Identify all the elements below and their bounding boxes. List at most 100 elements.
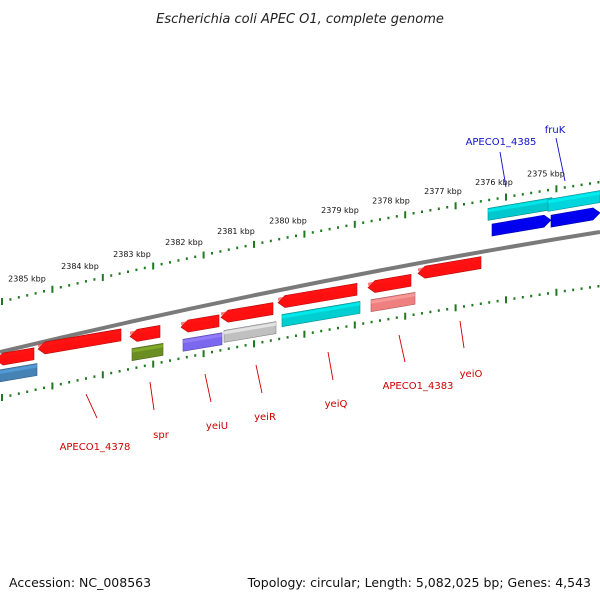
minor-tick [76, 379, 79, 382]
leader-line [499, 151, 507, 188]
feature-highlight [38, 329, 121, 348]
major-tick [152, 262, 155, 270]
minor-tick [244, 244, 247, 248]
minor-tick [227, 248, 230, 251]
feature-highlight [418, 257, 481, 272]
minor-tick [185, 355, 188, 359]
feature-highlight [368, 275, 411, 286]
gene-label: yeiR [254, 412, 276, 423]
feature-highlight [224, 322, 276, 335]
minor-tick [43, 386, 45, 390]
minor-tick [471, 303, 474, 307]
minor-tick [278, 237, 281, 241]
minor-tick [320, 229, 323, 232]
leader-line [327, 351, 334, 381]
minor-tick [59, 286, 62, 289]
ruler-label: 2375 kbp [527, 170, 565, 179]
minor-tick [194, 255, 197, 259]
minor-tick [68, 381, 71, 384]
minor-tick [286, 336, 289, 339]
feature-highlight [130, 326, 160, 335]
feature-highlight [183, 333, 222, 344]
minor-tick [463, 305, 465, 308]
leader-line [555, 137, 566, 182]
minor-tick [177, 259, 180, 262]
gene-label: yeiO [460, 369, 483, 380]
minor-tick [580, 183, 583, 187]
minor-tick [295, 334, 297, 337]
gene-label: APECO1_4383 [383, 381, 454, 392]
minor-tick [513, 194, 516, 197]
minor-tick [345, 325, 348, 328]
minor-tick [68, 284, 71, 287]
minor-tick [597, 181, 600, 184]
minor-tick [446, 206, 449, 209]
feature-highlight [548, 191, 600, 204]
major-tick [404, 211, 407, 219]
feature-highlight [371, 293, 415, 304]
gene-labels: APECO1_4378 spr yeiU yeiR yeiQ APECO1_4383 yei… [60, 125, 566, 453]
feature-highlight [0, 348, 34, 358]
minor-tick [295, 234, 297, 238]
minor-tick [471, 201, 474, 205]
leader-line [255, 364, 263, 394]
minor-tick [488, 198, 491, 202]
minor-tick [127, 270, 129, 273]
minor-tick [85, 280, 87, 283]
minor-tick [479, 302, 482, 305]
minor-tick [412, 313, 415, 316]
minor-tick [236, 246, 239, 250]
minor-tick [26, 390, 29, 393]
major-tick [152, 360, 155, 368]
minor-tick [530, 294, 533, 298]
minor-tick [580, 287, 583, 290]
minor-tick [211, 252, 213, 255]
minor-tick [261, 340, 264, 344]
gene-label: fruK [545, 125, 566, 136]
minor-tick [311, 231, 314, 234]
minor-tick [589, 182, 591, 185]
major-tick [101, 371, 104, 379]
minor-tick [513, 297, 516, 300]
gene-features [0, 190, 600, 383]
minor-tick [530, 191, 533, 195]
major-tick [555, 288, 558, 296]
minor-tick [59, 382, 62, 386]
minor-tick [479, 200, 482, 203]
leader-line [204, 373, 212, 403]
feature-forward [550, 207, 600, 228]
gene-label: yeiU [206, 421, 228, 432]
gene-label: APECO1_4385 [466, 137, 537, 148]
minor-tick [463, 203, 465, 206]
gene-label: yeiQ [325, 399, 348, 410]
minor-tick [395, 215, 398, 218]
major-tick [253, 240, 255, 248]
major-tick [202, 350, 205, 358]
ruler-label: 2377 kbp [424, 187, 462, 196]
minor-tick [379, 319, 381, 322]
feature-highlight [551, 207, 593, 220]
major-tick [454, 304, 457, 312]
minor-tick [429, 209, 432, 212]
minor-tick [370, 219, 373, 223]
minor-tick [110, 274, 113, 277]
leader-line [398, 334, 406, 363]
minor-tick [93, 278, 96, 281]
minor-tick [143, 364, 146, 368]
minor-tick [572, 288, 575, 292]
minor-tick [211, 350, 213, 354]
minor-tick [17, 392, 20, 395]
major-tick [1, 394, 3, 401]
minor-tick [185, 257, 188, 260]
minor-tick [160, 262, 163, 266]
minor-tick [496, 197, 499, 200]
major-tick [253, 340, 255, 348]
ruler-label: 2380 kbp [269, 216, 307, 225]
minor-tick [43, 290, 45, 293]
minor-tick [437, 207, 440, 210]
minor-tick [337, 226, 339, 229]
kbp-ruler-labels: 2385 kbp 2384 kbp 2383 kbp 2382 kbp 2381 kbp… [8, 170, 565, 284]
minor-tick [597, 285, 600, 288]
feature-highlight [488, 198, 552, 213]
minor-tick [521, 296, 524, 299]
